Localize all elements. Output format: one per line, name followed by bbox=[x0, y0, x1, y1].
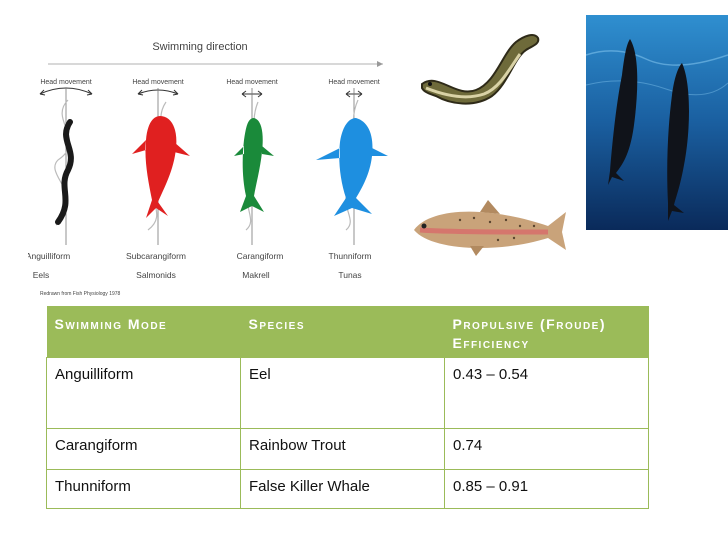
mode-column-carangiform: Head movement Carangiform Makrell bbox=[226, 79, 283, 280]
mode-name: Thunniform bbox=[329, 251, 372, 261]
mode-name: Subcarangiform bbox=[126, 251, 186, 261]
cell-swimming-mode: Carangiform bbox=[46, 428, 241, 470]
carangiform-fish-icon bbox=[234, 118, 274, 212]
swimming-modes-diagram: Swimming direction Head movement Anguill… bbox=[28, 41, 388, 297]
cell-efficiency: 0.85 – 0.91 bbox=[444, 469, 649, 509]
table-row: Carangiform Rainbow Trout 0.74 bbox=[46, 428, 649, 470]
cell-swimming-mode: Thunniform bbox=[46, 469, 241, 509]
mode-name: Anguilliform bbox=[28, 251, 70, 261]
diagram-credit: Redrawn from Fish Physiology 1978 bbox=[40, 291, 121, 297]
cell-efficiency: 0.74 bbox=[444, 428, 649, 470]
cell-swimming-mode: Anguilliform bbox=[46, 357, 241, 429]
rainbow-trout-photo bbox=[414, 200, 566, 256]
cell-species: False Killer Whale bbox=[240, 469, 445, 509]
mode-example: Eels bbox=[33, 270, 50, 280]
table-row: Anguilliform Eel 0.43 – 0.54 bbox=[46, 357, 649, 429]
head-movement-label: Head movement bbox=[226, 79, 277, 86]
column-header-efficiency: Propulsive (Froude) Efficiency bbox=[444, 306, 649, 358]
cell-species: Rainbow Trout bbox=[240, 428, 445, 470]
table-header-row: Swimming Mode Species Propulsive (Froude… bbox=[46, 306, 649, 358]
head-movement-label: Head movement bbox=[328, 79, 379, 86]
mode-column-anguilliform: Head movement Anguilliform Eels bbox=[28, 79, 93, 280]
false-killer-whale-photo bbox=[586, 15, 728, 230]
subcarangiform-fish-icon bbox=[132, 116, 190, 218]
anguilliform-fish-icon bbox=[55, 119, 74, 225]
table-row: Thunniform False Killer Whale 0.85 – 0.9… bbox=[46, 469, 649, 509]
cell-species: Eel bbox=[240, 357, 445, 429]
mode-example: Salmonids bbox=[136, 270, 176, 280]
column-header-species: Species bbox=[240, 306, 445, 358]
head-movement-label: Head movement bbox=[40, 79, 91, 86]
cell-efficiency: 0.43 – 0.54 bbox=[444, 357, 649, 429]
diagram-title: Swimming direction bbox=[152, 41, 247, 53]
column-header-swimming-mode: Swimming Mode bbox=[46, 306, 241, 358]
head-movement-label: Head movement bbox=[132, 79, 183, 86]
mode-example: Tunas bbox=[338, 270, 361, 280]
efficiency-table: Swimming Mode Species Propulsive (Froude… bbox=[46, 306, 649, 509]
mode-name: Carangiform bbox=[237, 251, 284, 261]
mode-column-subcarangiform: Head movement Subcarangiform Salmonids bbox=[126, 79, 190, 280]
eel-photo bbox=[421, 34, 540, 105]
thunniform-fish-icon bbox=[316, 118, 388, 216]
mode-column-thunniform: Head movement Thunniform Tunas bbox=[316, 79, 388, 280]
mode-example: Makrell bbox=[242, 270, 270, 280]
